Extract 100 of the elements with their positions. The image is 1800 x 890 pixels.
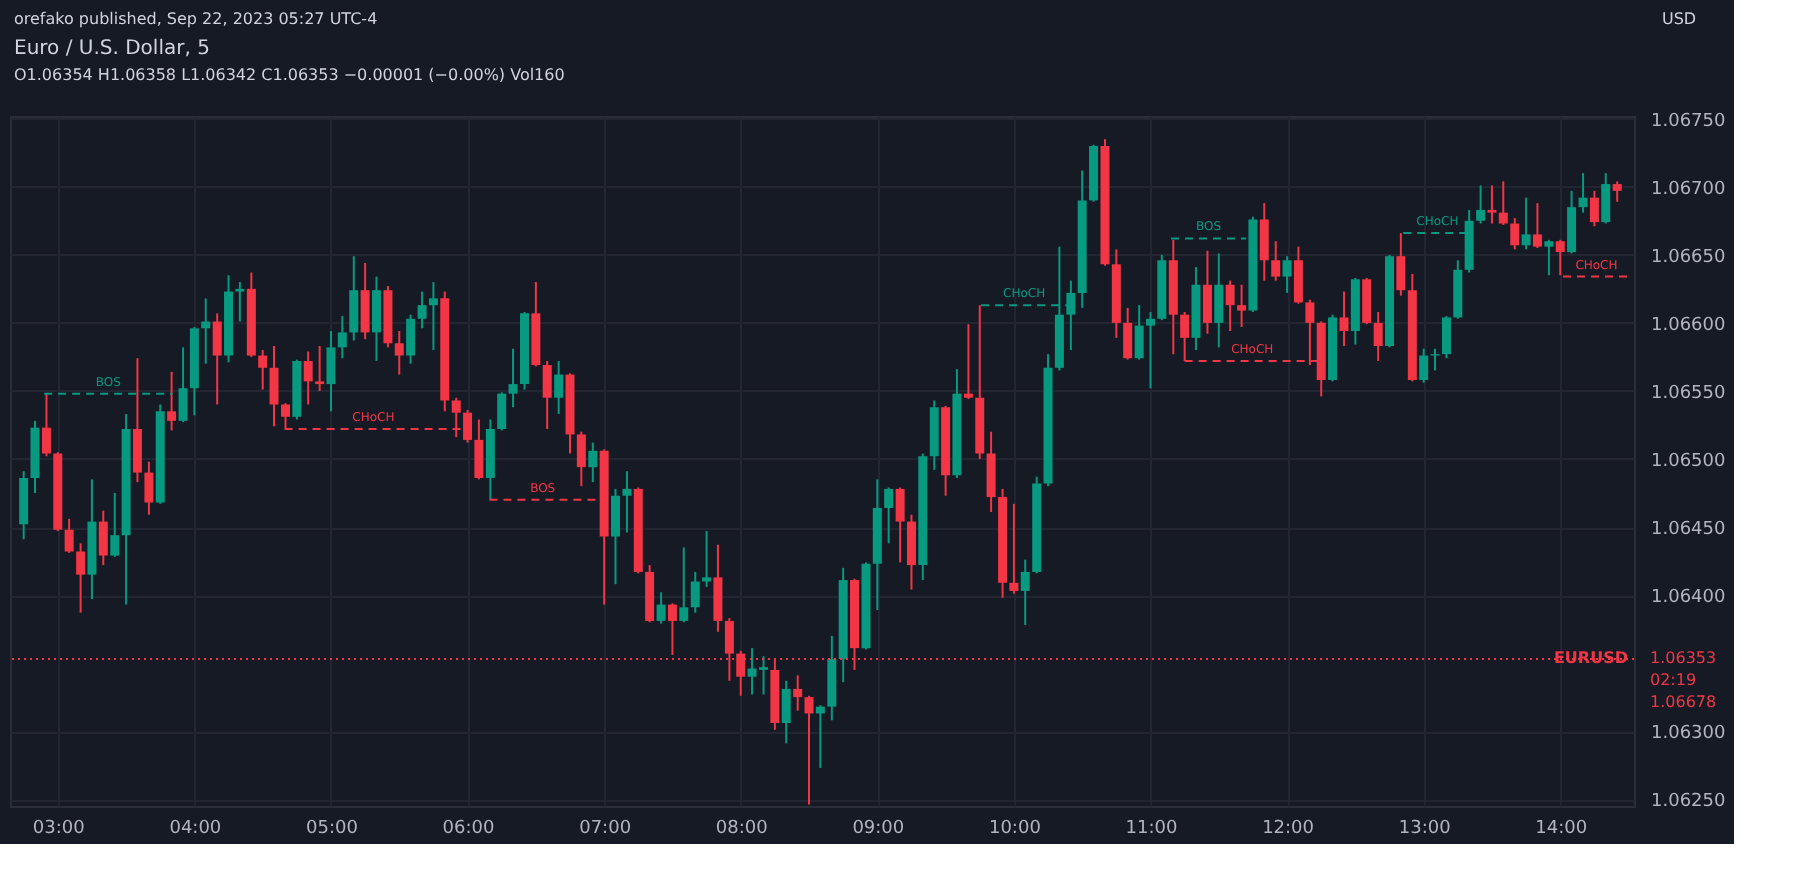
candlestick — [1555, 238, 1565, 277]
candlestick — [1293, 245, 1303, 305]
text: 02:19 — [1650, 671, 1697, 690]
candlestick — [986, 430, 996, 514]
x-tick-label: 14:00 — [1535, 819, 1588, 839]
candlestick — [41, 392, 51, 458]
candlestick — [588, 441, 598, 484]
candlestick — [1521, 196, 1531, 251]
candlestick — [1202, 249, 1212, 335]
y-tick-label: 1.06650 — [1651, 247, 1726, 268]
candlestick — [212, 312, 222, 406]
x-tick-label: 03:00 — [32, 819, 86, 839]
candlestick — [1476, 184, 1486, 225]
candlestick — [793, 674, 803, 712]
y-tick-label: 1.06400 — [1651, 588, 1726, 609]
x-tick-label: 09:00 — [852, 819, 905, 839]
text: USD — [1662, 10, 1697, 28]
candlestick — [1510, 217, 1520, 251]
y-tick-label: 1.06600 — [1651, 315, 1726, 336]
text: 1.06678 — [1650, 693, 1717, 712]
candlestick — [1225, 279, 1235, 333]
candlestick — [132, 357, 142, 484]
candlestick — [497, 391, 507, 432]
candlestick — [622, 470, 632, 534]
candlestick — [1419, 347, 1429, 384]
candlestick — [1271, 240, 1281, 282]
candlestick — [258, 349, 268, 391]
y-tick-label: 1.06700 — [1651, 179, 1726, 200]
candlestick — [690, 570, 700, 614]
candlestick — [963, 323, 973, 401]
chart-title: Euro / U.S. Dollar, 5 — [14, 38, 210, 60]
x-tick-label: 06:00 — [442, 819, 496, 839]
candlestick — [1123, 306, 1133, 361]
y-tick-label: 1.06500 — [1651, 451, 1726, 472]
candlestick — [1396, 232, 1406, 297]
candlestick — [656, 591, 666, 625]
candlestick — [1373, 310, 1383, 362]
candlestick — [713, 543, 723, 633]
candlestick — [360, 261, 370, 341]
x-tick-label: 08:00 — [715, 819, 769, 839]
candlestick — [679, 546, 689, 624]
candlestick — [371, 275, 381, 362]
candlestick — [326, 330, 336, 413]
candlestick — [1578, 172, 1588, 214]
candlestick — [1009, 502, 1019, 595]
candlestick — [1487, 184, 1497, 225]
candlestick — [269, 345, 279, 428]
candlestick — [895, 486, 905, 564]
candlestick — [64, 517, 74, 554]
candlestick — [1441, 315, 1451, 360]
candlestick — [19, 470, 29, 541]
candlestick — [906, 513, 916, 591]
candlestick — [417, 290, 427, 330]
candlestick — [144, 460, 154, 516]
candlestick — [1362, 276, 1372, 326]
candlestick — [110, 491, 120, 558]
candlestick — [349, 255, 359, 342]
candlestick — [235, 281, 245, 323]
x-tick-label: 05:00 — [306, 819, 359, 839]
candlestick — [1589, 189, 1599, 228]
ref-line-label: EURUSD — [1553, 649, 1629, 668]
candlestick — [1237, 283, 1247, 328]
candlestick — [804, 694, 814, 806]
candlestick — [1020, 558, 1030, 626]
candlestick — [1339, 290, 1349, 347]
candlestick — [1145, 310, 1155, 390]
x-tick-label: 12:00 — [1262, 819, 1315, 839]
candlestick — [1532, 202, 1542, 250]
text: 1.06353 — [1650, 649, 1717, 668]
x-tick-label: 10:00 — [988, 819, 1042, 839]
x-tick-label: 07:00 — [579, 819, 632, 839]
x-tick-label: 04:00 — [169, 819, 222, 839]
text: orefako published, Sep 22, 2023 05:27 UTC-4 — [14, 10, 378, 28]
candlestick — [474, 418, 484, 481]
candlestick — [1498, 180, 1508, 226]
y-tick-label: 1.06250 — [1651, 792, 1726, 813]
candlestick — [554, 359, 564, 416]
candlestick — [337, 315, 347, 360]
candlestick — [167, 370, 177, 432]
candlestick — [508, 347, 518, 409]
candlestick — [1612, 180, 1622, 203]
chart-subtitle: O1.06354 H1.06358 L1.06342 C1.06353 −0.00001 (−0.00%) Vol160 — [14, 66, 565, 84]
candlestick — [1567, 189, 1577, 255]
candlestick — [98, 509, 108, 567]
candlestick — [76, 542, 86, 614]
candlestick — [315, 345, 325, 392]
candlestick — [178, 346, 188, 424]
candlestick — [610, 487, 620, 586]
candlestick — [1601, 172, 1611, 225]
x-tick-label: 13:00 — [1398, 819, 1452, 839]
candlestick — [576, 430, 586, 488]
candlestick — [781, 679, 791, 745]
y-tick-label: 1.06300 — [1651, 724, 1726, 745]
candlestick — [303, 350, 313, 406]
candlestick — [1453, 259, 1463, 320]
candlestick — [406, 313, 416, 365]
x-tick-label: 11:00 — [1125, 819, 1178, 839]
candlestick — [827, 634, 837, 722]
y-tick-label: 1.06450 — [1651, 520, 1726, 541]
candlestick — [1134, 304, 1144, 361]
